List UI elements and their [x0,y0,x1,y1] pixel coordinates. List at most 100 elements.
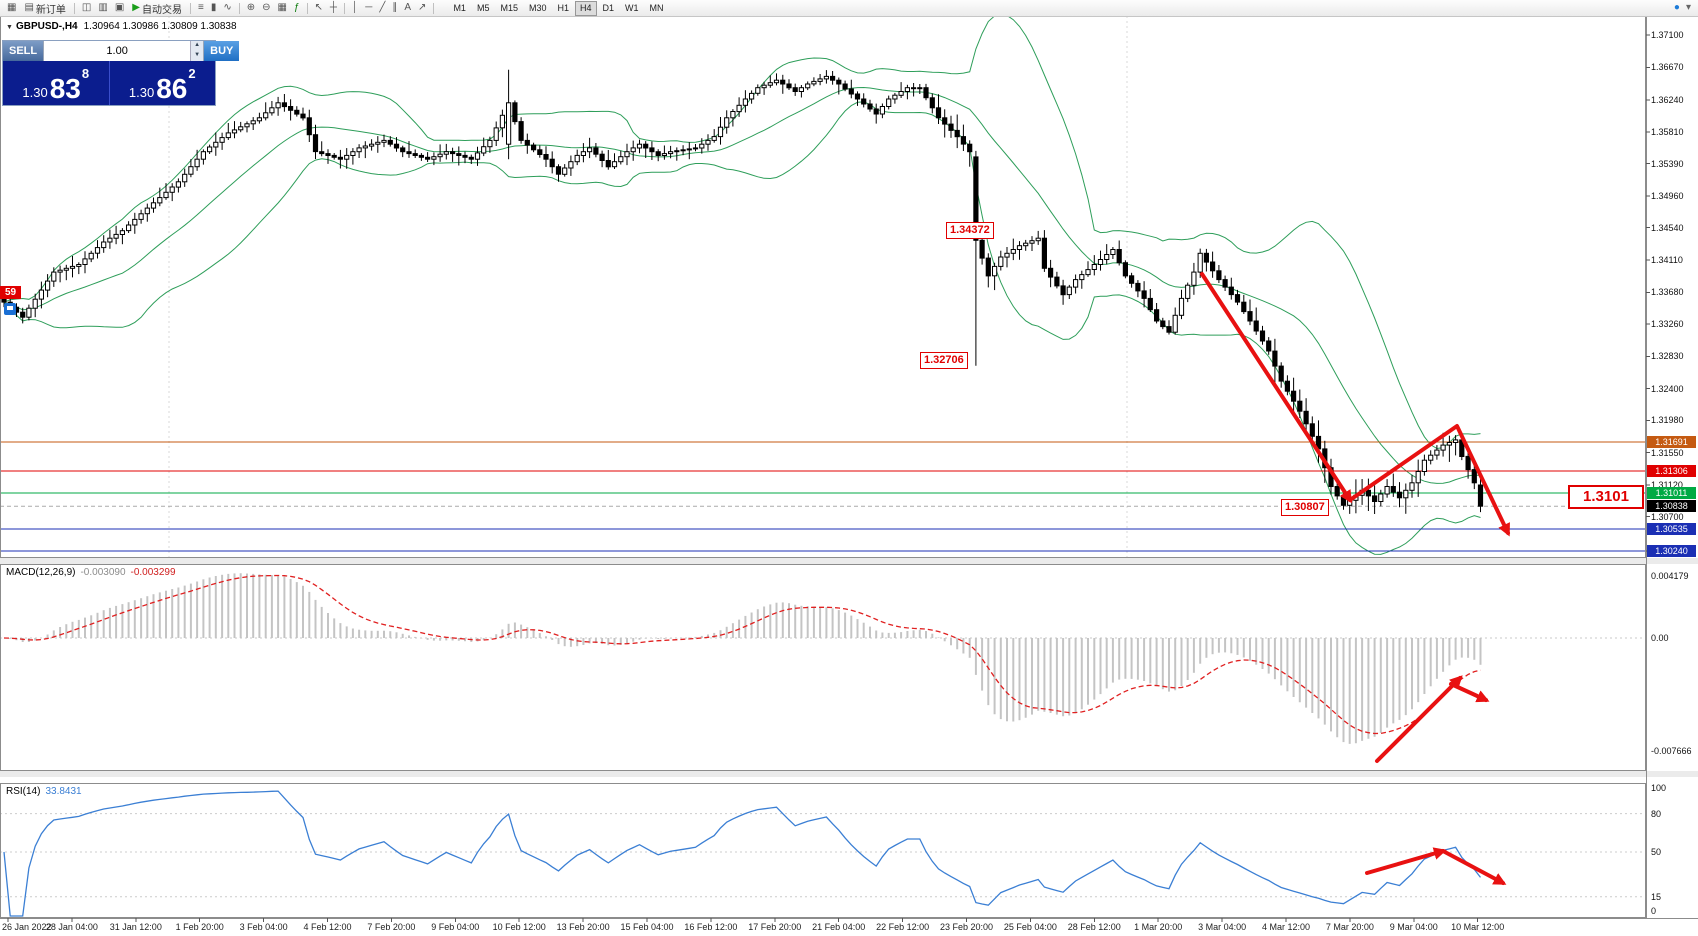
price-axis-label: 1.34110 [1651,255,1683,266]
dropdown-icon[interactable]: ▾ [1685,2,1691,13]
macd-histogram [9,573,1482,744]
timeframe-buttons: M1 M5 M15 M30 H1 H4 D1 W1 MN [448,0,668,16]
equidistant-channel-icon[interactable]: ∥ [392,2,398,13]
news-icon[interactable] [4,303,16,315]
chart-price-label[interactable]: 1.30807 [1281,499,1329,516]
horizontal-line-icon[interactable]: ─ [365,2,373,13]
macd-main-value: -0.003090 [80,567,126,578]
timeframe-m15[interactable]: M15 [500,2,518,13]
zoom-in-icon[interactable]: ⊕ [246,2,256,13]
price-axis-label: 1.36240 [1651,94,1684,105]
left-price-tag: 59 [0,286,22,299]
buy-price-pip: 2 [188,66,196,81]
bollinger-bands [3,13,1481,555]
toolbar-divider [306,2,308,14]
cursor-icon[interactable]: ↖ [314,2,323,13]
rsi-label: RSI(14) 33.8431 [6,786,82,797]
sell-price[interactable]: 1.30 83 8 [3,61,110,105]
buy-price-prefix: 1.30 [128,85,155,100]
price-level-tag: 1.31011 [1647,487,1696,500]
candlestick-chart-icon[interactable]: ▮ [210,2,217,13]
current-price-tag: 1.30838 [1647,500,1696,513]
timeframe-m1[interactable]: M1 [453,2,466,13]
date-axis-label: 3 Feb 04:00 [239,922,288,932]
zoom-out-icon[interactable]: ⊖ [262,2,271,13]
arrow-tool-icon[interactable]: ↗ [418,2,427,13]
vertical-line-icon[interactable]: │ [352,2,359,13]
price-alert-callout[interactable]: 1.3101 [1568,485,1644,509]
bar-chart-icon[interactable]: ≡ [197,2,204,13]
horizontal-level-lines[interactable] [0,441,1646,552]
text-label-icon[interactable]: A [404,2,412,13]
date-axis-label: 23 Feb 20:00 [939,922,994,932]
volume-up-icon[interactable]: ▲ [190,41,204,51]
community-icon[interactable]: ● [1673,2,1680,13]
indicators-icon[interactable]: ƒ [293,2,300,13]
toolbar-divider [344,2,345,14]
price-axis-label: 1.34540 [1651,222,1684,233]
chart-ohlc-header: ▼ GBPUSD-,H4 1.30964 1.30986 1.30809 1.308… [6,21,237,32]
terminal-icon[interactable]: ▣ [114,2,125,13]
buy-price[interactable]: 1.30 86 2 [110,61,216,105]
toolbar-divider [238,2,240,14]
buy-price-main: 86 [156,73,188,104]
trend-arrow-annotation-macd[interactable] [1375,675,1490,763]
autotrading-button[interactable]: ▶ 自动交易 [132,2,182,16]
date-axis-label: 25 Feb 04:00 [1003,922,1057,932]
date-axis-label: 10 Mar 12:00 [1451,922,1505,932]
toolbar-items: ▦ ▤ 新订单 ◫ ▥ ▣ ▶ 自动交易 ≡ ▮ ∿ ⊕ ⊖ ▦ ƒ ↖ ┼ │ ─ ╱ ∥ A ↗ [4,0,437,16]
volume-down-icon[interactable]: ▼ [190,51,204,61]
timeframe-d1[interactable]: D1 [602,2,615,13]
price-axis-label: 1.35390 [1651,158,1684,169]
tile-windows-icon[interactable]: ▦ [277,2,287,13]
macd-name: MACD(12,26,9) [6,567,76,578]
date-axis-label: 22 Feb 12:00 [876,922,930,932]
date-axis-label: 31 Jan 12:00 [109,922,162,932]
date-axis-label: 28 Feb 12:00 [1067,922,1121,932]
timeframe-h4[interactable]: H4 [575,0,597,16]
date-axis-label: 7 Mar 20:00 [1325,922,1374,932]
rsi-line [3,790,1482,917]
rsi-value: 33.8431 [45,786,82,797]
crosshair-icon[interactable]: ┼ [329,2,337,13]
date-axis-label: 17 Feb 20:00 [748,922,802,932]
timeframe-w1[interactable]: W1 [625,2,639,13]
price-level-tag: 1.30535 [1647,523,1696,536]
toolbar-divider [73,2,75,14]
candlesticks [1,69,1484,514]
panel-borders [0,16,1698,922]
timeframe-h1[interactable]: H1 [557,2,570,13]
rsi-axis-label: 50 [1651,847,1662,857]
price-axis-label: 1.33260 [1651,318,1684,329]
navigator-icon[interactable]: ▥ [98,2,108,13]
timeframe-m30[interactable]: M30 [528,2,547,13]
chart-price-label[interactable]: 1.32706 [920,352,968,369]
chart-price-label[interactable]: 1.34372 [946,222,994,239]
price-axis-label: 1.31550 [1651,447,1684,458]
chart-dropdown-icon[interactable]: ▼ [6,24,13,31]
price-axis-label: 1.35810 [1651,127,1684,138]
timeframe-mn[interactable]: MN [649,2,664,13]
line-chart-icon[interactable]: ∿ [223,2,232,13]
new-order-button[interactable]: ▤ 新订单 [24,2,66,16]
date-axis[interactable]: 26 Jan 2022 28 Jan 04:00 31 Jan 12:00 1 Feb… [0,918,1698,936]
trend-arrow-annotation-main[interactable] [1200,272,1510,537]
date-axis-label: 28 Jan 04:00 [45,922,98,932]
market-watch-icon[interactable]: ◫ [81,2,92,13]
buy-button[interactable]: BUY [204,41,240,61]
trend-arrow-annotation-rsi[interactable] [1365,847,1507,885]
rsi-level-lines [0,813,1646,898]
sell-button[interactable]: SELL [3,41,44,61]
price-axis[interactable]: 1.37100 1.36670 1.36240 1.35810 1.35390 1.349… [1646,0,1698,936]
sell-price-prefix: 1.30 [22,85,48,100]
timeframe-m5[interactable]: M5 [476,2,490,13]
rsi-axis-label: 0 [1651,906,1657,916]
price-axis-label: 1.36670 [1651,62,1684,73]
macd-axis-label: 0.004179 [1651,571,1689,582]
new-chart-icon[interactable]: ▦ [7,2,17,13]
sell-price-pip: 8 [81,66,90,81]
trendline-icon[interactable]: ╱ [379,2,386,13]
volume-input[interactable] [44,41,191,61]
date-axis-label: 13 Feb 20:00 [556,922,610,932]
